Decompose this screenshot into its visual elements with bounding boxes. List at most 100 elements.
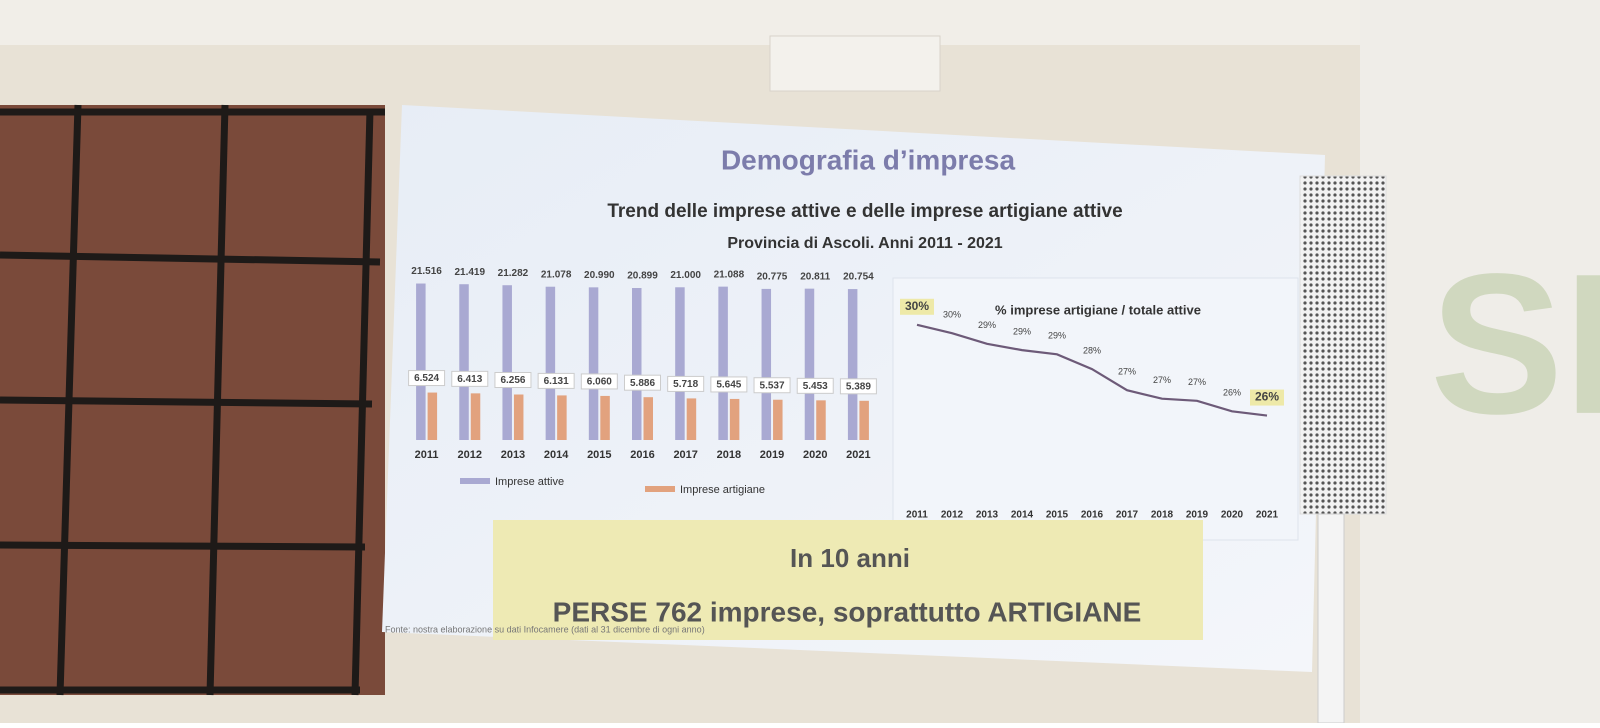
bar	[632, 288, 642, 440]
bar	[427, 392, 438, 440]
x-tick-label: 2018	[717, 449, 741, 461]
x-tick-label: 2011	[415, 449, 439, 461]
bar	[847, 289, 858, 440]
x-tick-label: 2016	[630, 449, 654, 461]
line	[916, 323, 1268, 417]
value-label: 29%	[978, 320, 996, 330]
value-label: 21.419	[454, 267, 485, 278]
bar	[416, 283, 426, 440]
value-label: 26%	[1223, 388, 1241, 398]
banner-line: PERSE 762 imprese, soprattutto ARTIGIANE	[553, 596, 1142, 627]
value-label: 30%	[905, 299, 929, 313]
value-label: 29%	[1048, 331, 1066, 341]
x-tick-label: 2019	[1186, 510, 1209, 521]
x-tick-label: 2014	[1011, 510, 1034, 521]
value-label-box	[624, 374, 661, 391]
bar	[513, 394, 524, 440]
value-label: 6.413	[457, 374, 482, 385]
value-label-box	[839, 378, 877, 395]
x-tick-label: 2013	[976, 510, 999, 521]
x-tick-label: 2021	[1256, 510, 1279, 521]
value-label-box	[796, 377, 834, 394]
x-tick-label: 2016	[1081, 510, 1104, 521]
value-label: 6.131	[544, 376, 569, 387]
value-label-highlight	[900, 298, 934, 315]
side-wall	[1360, 0, 1600, 723]
bar	[718, 286, 728, 440]
value-label: 6.524	[414, 373, 439, 384]
x-tick-label: 2012	[941, 510, 964, 521]
value-label: 6.256	[500, 375, 525, 386]
banner-line: In 10 anni	[790, 543, 910, 573]
x-tick-label: 2020	[803, 449, 827, 461]
x-tick-label: 2021	[846, 449, 870, 461]
bar	[804, 288, 815, 440]
value-label: 20.775	[757, 272, 788, 283]
bar	[470, 393, 481, 440]
source-note: Fonte: nostra elaborazione su dati Infoc…	[385, 624, 705, 634]
value-label-box	[537, 372, 575, 389]
bar	[859, 400, 869, 440]
value-label: 5.453	[803, 381, 828, 392]
bar	[816, 400, 826, 440]
artwork-frame	[0, 104, 385, 696]
line-chart-box	[892, 277, 1299, 541]
bar	[686, 398, 697, 440]
x-tick-label: 2015	[1046, 510, 1069, 521]
value-label: 5.645	[716, 380, 741, 391]
value-label: 21.078	[541, 269, 572, 280]
value-label-box	[580, 373, 618, 390]
value-label: 27%	[1118, 367, 1136, 377]
x-tick-label: 2017	[1116, 510, 1139, 521]
legend-label: Imprese attive	[495, 476, 564, 488]
value-label: 20.811	[800, 271, 830, 282]
bar	[729, 398, 740, 440]
value-label: 6.060	[587, 377, 612, 388]
line-chart-title: % imprese artigiane / totale attive	[995, 302, 1201, 317]
value-label: 20.990	[584, 270, 615, 281]
bar	[545, 286, 556, 440]
bar	[557, 395, 567, 440]
x-tick-label: 2020	[1221, 510, 1244, 521]
bar	[502, 285, 512, 440]
value-label: 26%	[1255, 390, 1279, 404]
speaker	[1299, 175, 1387, 515]
value-label: 21.282	[498, 268, 529, 279]
bar	[643, 397, 653, 440]
x-tick-label: 2014	[544, 449, 569, 461]
x-tick-label: 2018	[1151, 510, 1174, 521]
vent	[769, 35, 941, 92]
value-label: 5.718	[673, 379, 698, 390]
bar	[773, 399, 783, 440]
wall-sign: SPA	[1430, 233, 1600, 456]
value-label-box	[753, 377, 791, 394]
charts: 2011 21.516 6.524 2012 21.419 6.413 2013 21.282…	[408, 266, 1284, 521]
legend-swatch	[645, 486, 675, 492]
speaker-stand	[1317, 513, 1345, 724]
legend-swatch	[460, 478, 490, 484]
x-tick-label: 2019	[760, 449, 784, 461]
x-tick-label: 2013	[501, 449, 525, 461]
value-label: 29%	[1013, 326, 1031, 336]
bar	[675, 287, 685, 440]
bar	[588, 287, 599, 440]
value-label-box	[667, 375, 705, 392]
value-label-box	[451, 370, 489, 387]
slide-title: Demografia d’impresa	[721, 144, 1016, 175]
value-label: 20.754	[843, 272, 874, 283]
value-label: 5.389	[846, 381, 871, 392]
x-tick-label: 2011	[906, 510, 928, 521]
value-label: 28%	[1083, 345, 1101, 355]
value-label: 27%	[1153, 375, 1171, 385]
chart-subtitle: Provincia di Ascoli. Anni 2011 - 2021	[727, 235, 1002, 252]
value-label: 21.088	[714, 269, 745, 280]
value-label-highlight	[1250, 389, 1284, 406]
x-tick-label: 2012	[458, 449, 482, 461]
value-label: 5.537	[760, 380, 785, 391]
bar	[761, 288, 772, 440]
banner	[493, 520, 1203, 640]
value-label-box	[494, 372, 532, 389]
bar	[600, 395, 610, 440]
